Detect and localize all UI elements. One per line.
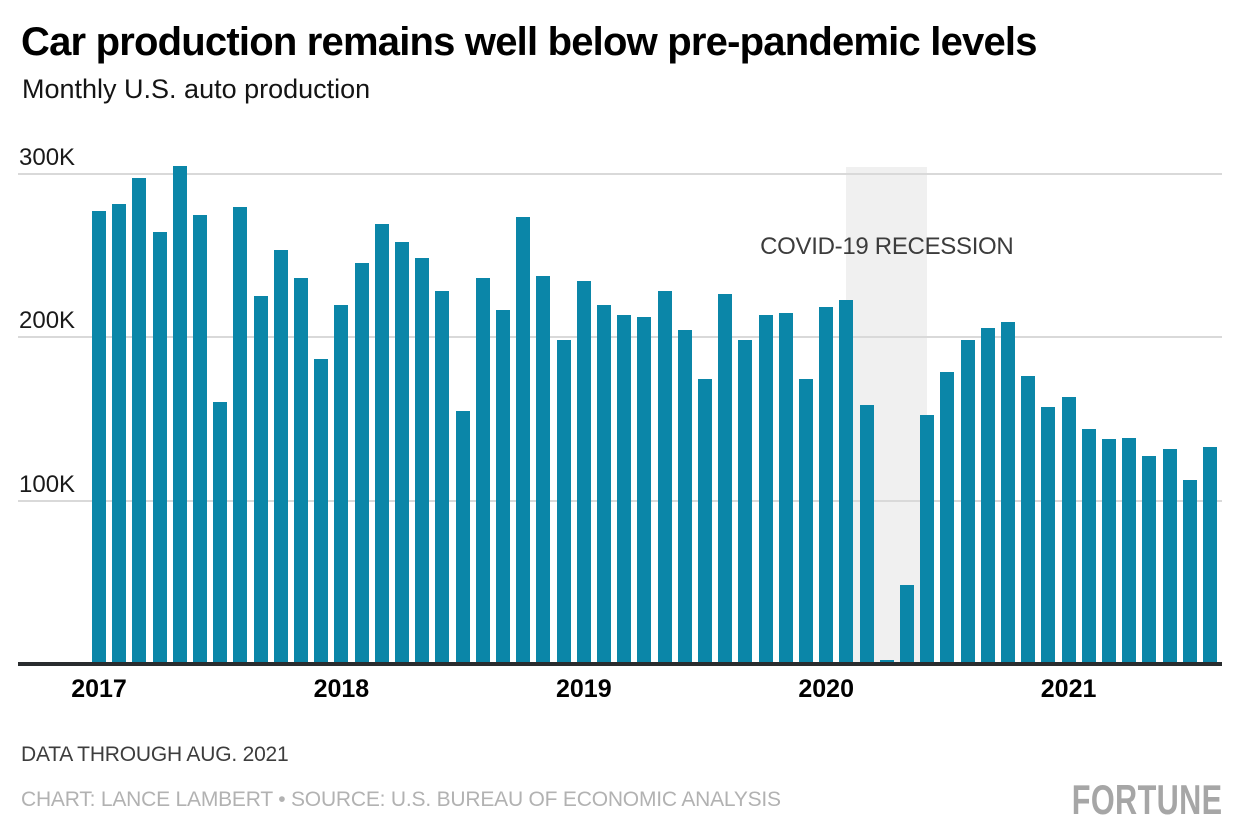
bar-2018-04[interactable] xyxy=(395,241,409,663)
bar-2021-06[interactable] xyxy=(1162,449,1177,663)
bar-2017-08[interactable] xyxy=(233,207,248,663)
bar-2020-10[interactable] xyxy=(1001,321,1015,663)
bar-2021-08[interactable] xyxy=(1203,447,1217,663)
bar-2020-11[interactable] xyxy=(1021,375,1036,663)
x-axis-label-2021: 2021 xyxy=(1040,675,1097,703)
recession-annotation-label: COVID-19 RECESSION xyxy=(760,233,1014,260)
bar-2017-04[interactable] xyxy=(152,231,167,663)
bar-2017-02[interactable] xyxy=(112,204,127,663)
bar-2017-10[interactable] xyxy=(273,249,288,663)
bar-2020-02[interactable] xyxy=(839,300,854,663)
bar-2019-05[interactable] xyxy=(657,290,672,663)
bar-2018-09[interactable] xyxy=(496,310,510,663)
bar-2017-07[interactable] xyxy=(213,401,228,663)
bar-2018-06[interactable] xyxy=(435,290,450,663)
bar-2020-12[interactable] xyxy=(1041,406,1056,663)
bar-2021-03[interactable] xyxy=(1102,439,1116,663)
bar-2019-01[interactable] xyxy=(576,280,591,663)
bar-2017-12[interactable] xyxy=(314,359,329,663)
x-axis-label-2018: 2018 xyxy=(313,675,370,703)
bar-2018-02[interactable] xyxy=(354,262,369,663)
bar-2020-06[interactable] xyxy=(920,414,935,663)
bar-2020-01[interactable] xyxy=(819,306,834,663)
y-axis-label-300K: 300K xyxy=(19,144,76,171)
bar-2020-07[interactable] xyxy=(940,372,955,663)
y-axis-label-200K: 200K xyxy=(19,307,76,335)
chart-source-credit: CHART: LANCE LAMBERT • SOURCE: U.S. BURE… xyxy=(21,788,781,811)
bar-2019-11[interactable] xyxy=(778,313,793,663)
bar-2017-03[interactable] xyxy=(132,177,147,663)
bar-2021-02[interactable] xyxy=(1081,429,1096,663)
bar-2019-04[interactable] xyxy=(637,316,652,663)
x-axis-label-2019: 2019 xyxy=(555,675,612,703)
x-axis-label-2017: 2017 xyxy=(71,675,127,703)
bar-2017-09[interactable] xyxy=(253,295,268,663)
y-axis-label-100K: 100K xyxy=(19,470,76,498)
bar-2018-11[interactable] xyxy=(536,275,551,663)
bar-2018-05[interactable] xyxy=(415,257,430,663)
bar-2019-06[interactable] xyxy=(677,329,692,663)
bar-2019-08[interactable] xyxy=(718,293,733,663)
bar-2017-01[interactable] xyxy=(92,210,106,663)
bar-2019-10[interactable] xyxy=(758,315,773,663)
bar-2021-05[interactable] xyxy=(1142,455,1157,663)
bar-2019-07[interactable] xyxy=(698,378,712,663)
bar-2020-03[interactable] xyxy=(859,404,874,663)
bar-2018-08[interactable] xyxy=(475,277,490,663)
bar-2019-09[interactable] xyxy=(738,339,753,663)
bar-2020-04[interactable] xyxy=(879,659,894,663)
x-axis-line xyxy=(18,662,1222,666)
data-through-note: DATA THROUGH AUG. 2021 xyxy=(21,743,289,766)
bar-2020-05[interactable] xyxy=(900,584,914,663)
bar-2019-12[interactable] xyxy=(799,378,813,663)
bar-2017-11[interactable] xyxy=(294,277,308,663)
chart-subtitle: Monthly U.S. auto production xyxy=(22,74,371,104)
bar-2020-08[interactable] xyxy=(960,339,975,663)
gridline-300K xyxy=(18,173,1222,175)
bar-2019-02[interactable] xyxy=(597,305,611,663)
bar-2017-06[interactable] xyxy=(193,215,207,663)
bar-2021-07[interactable] xyxy=(1182,480,1197,663)
bar-2021-04[interactable] xyxy=(1122,437,1137,663)
bar-2019-03[interactable] xyxy=(617,315,632,663)
bar-2020-09[interactable] xyxy=(980,328,995,663)
bar-2018-12[interactable] xyxy=(556,339,571,663)
bar-2017-05[interactable] xyxy=(172,166,187,663)
bar-2021-01[interactable] xyxy=(1061,396,1076,663)
x-axis-label-2020: 2020 xyxy=(798,675,854,703)
bar-2018-10[interactable] xyxy=(516,217,531,663)
chart-title: Car production remains well below pre-pa… xyxy=(21,20,1037,64)
fortune-logo: FORTUNE xyxy=(1071,776,1222,823)
bar-2018-01[interactable] xyxy=(334,305,349,663)
bar-2018-07[interactable] xyxy=(455,411,470,663)
bar-2018-03[interactable] xyxy=(374,223,389,663)
